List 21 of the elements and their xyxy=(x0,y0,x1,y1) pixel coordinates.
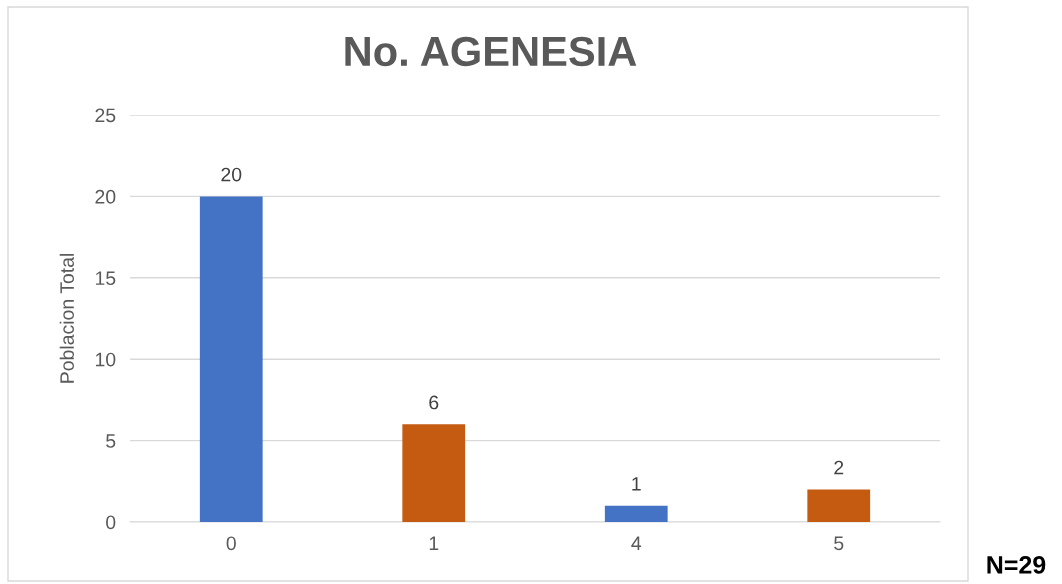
y-tick-label: 0 xyxy=(106,515,116,530)
x-tick-label: 5 xyxy=(834,536,844,551)
y-tick-label: 10 xyxy=(95,352,116,367)
bar xyxy=(604,505,668,522)
data-label: 6 xyxy=(429,395,439,410)
bar xyxy=(807,489,871,522)
bar xyxy=(402,424,466,522)
x-tick-label: 1 xyxy=(429,536,439,550)
y-tick-label: 25 xyxy=(95,108,116,123)
chart-title: No. AGENESIA xyxy=(345,36,637,67)
y-tick-label: 5 xyxy=(106,434,116,448)
data-label: 1 xyxy=(632,477,641,491)
y-tick-label: 15 xyxy=(95,271,116,286)
x-tick-label: 0 xyxy=(226,536,236,551)
bar xyxy=(199,196,263,522)
data-label: 2 xyxy=(834,460,844,475)
text: N=29 xyxy=(987,556,1046,574)
data-label: 20 xyxy=(221,167,242,182)
y-axis-title: Poblacion Total xyxy=(59,254,74,383)
y-tick-label: 20 xyxy=(95,189,116,204)
x-tick-label: 4 xyxy=(631,536,642,550)
